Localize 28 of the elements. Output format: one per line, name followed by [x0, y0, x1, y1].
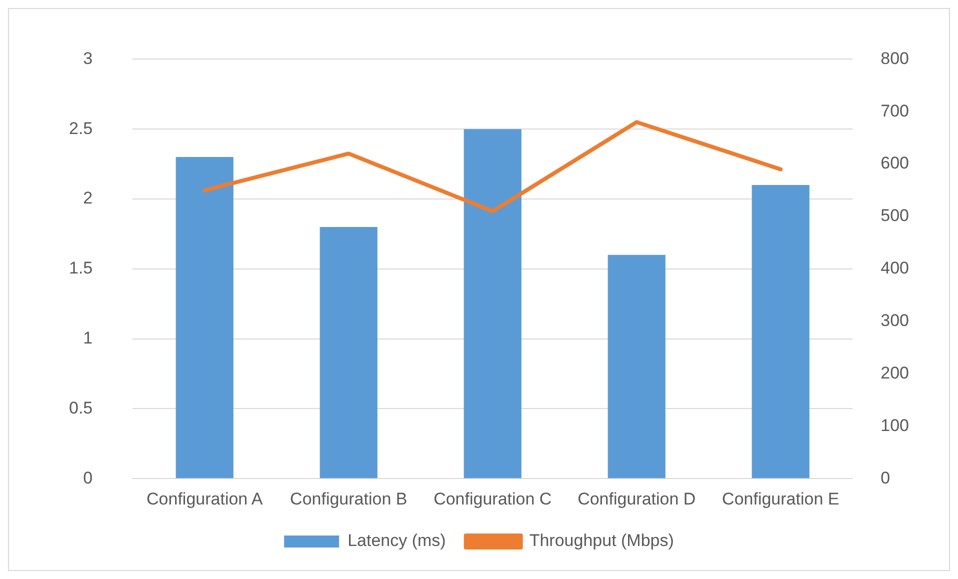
legend-label: Latency (ms): [348, 531, 446, 550]
y2-tick-label: 200: [880, 363, 910, 382]
y-tick-label: 3: [83, 48, 93, 68]
y2-tick-label: 700: [880, 101, 910, 120]
y2-tick-label: 400: [880, 258, 910, 278]
y2-tick-label: 600: [880, 154, 910, 173]
bar: [176, 157, 234, 478]
y-tick-label: 2.5: [68, 118, 93, 138]
x-tick-label: Configuration C: [434, 489, 552, 508]
bar: [320, 226, 378, 478]
y-tick-label: 0: [83, 468, 93, 488]
x-tick-label: Configuration A: [146, 489, 264, 508]
y-tick-label: 1: [83, 328, 93, 348]
x-tick-label: Configuration E: [722, 489, 840, 508]
y2-tick-label: 300: [880, 311, 910, 330]
y2-tick-label: 0: [880, 468, 890, 488]
bar: [608, 254, 666, 478]
bar: [464, 129, 522, 478]
y-tick-label: 0.5: [68, 398, 93, 418]
y2-tick-label: 800: [880, 48, 910, 68]
legend-label: Throughput (Mbps): [529, 531, 674, 550]
x-tick-label: Configuration D: [578, 489, 696, 508]
y-tick-label: 2: [83, 188, 93, 208]
bar: [752, 185, 810, 478]
x-tick-label: Configuration B: [290, 489, 408, 508]
y2-tick-label: 500: [880, 206, 910, 226]
y-tick-label: 1.5: [68, 258, 93, 278]
y2-tick-label: 100: [880, 416, 910, 435]
